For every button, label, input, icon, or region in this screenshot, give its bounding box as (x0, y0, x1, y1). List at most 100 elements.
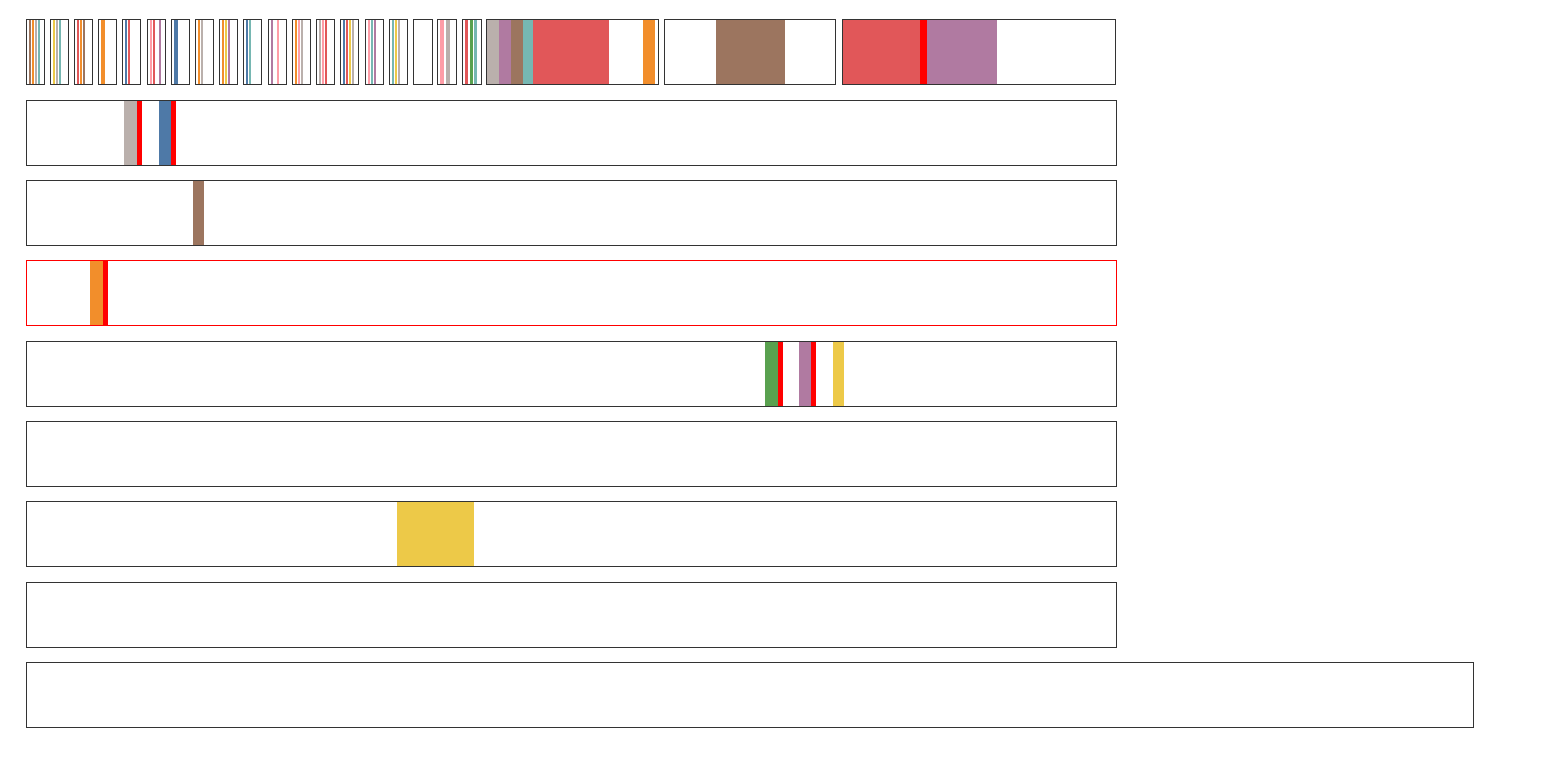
track-7[interactable] (26, 582, 1117, 648)
track-4-stripe-5 (833, 342, 844, 406)
strip-19-band-1 (465, 20, 468, 84)
track-3-stripe-1 (90, 261, 103, 325)
strip-16-band-1 (392, 20, 394, 84)
track-1[interactable] (26, 100, 1117, 166)
strip-14-band-1 (343, 20, 345, 84)
strip-11[interactable] (268, 19, 287, 85)
strip-9-band-1 (222, 20, 224, 84)
strip-1[interactable] (26, 19, 45, 85)
strip-2-band-3 (59, 20, 61, 84)
strip-3[interactable] (74, 19, 93, 85)
strip-16-band-2 (395, 20, 397, 84)
strip-15[interactable] (365, 19, 384, 85)
strip-3-band-2 (80, 20, 82, 84)
strip-6-band-3 (156, 20, 158, 84)
strip-19-band-2 (469, 20, 473, 84)
track-2[interactable] (26, 180, 1117, 246)
strip-8-band-1 (198, 20, 200, 84)
strip-10[interactable] (243, 19, 262, 85)
strip-22[interactable] (842, 19, 1116, 85)
strip-12-band-1 (295, 20, 297, 84)
strip-19-band-3 (474, 20, 477, 84)
strip-11-band-2 (274, 20, 276, 84)
strip-13-band-1 (319, 20, 321, 84)
strip-19[interactable] (462, 19, 482, 85)
strip-11-band-3 (277, 20, 279, 84)
strip-8[interactable] (195, 19, 214, 85)
strip-18[interactable] (437, 19, 457, 85)
strip-5[interactable] (122, 19, 141, 85)
strip-1-band-1 (29, 20, 31, 84)
strip-20-band-3 (511, 20, 523, 84)
strip-12-band-2 (298, 20, 300, 84)
strip-18-band-2 (446, 20, 450, 84)
strip-12[interactable] (292, 19, 311, 85)
track-1-stripe-3 (159, 101, 171, 165)
track-4-stripe-2 (778, 342, 783, 406)
strip-20-band-4 (523, 20, 533, 84)
strip-7-band-1 (174, 20, 178, 84)
strip-13-band-3 (325, 20, 327, 84)
strip-14[interactable] (340, 19, 359, 85)
track-4-stripe-1 (765, 342, 778, 406)
track-4-stripe-3 (799, 342, 811, 406)
strip-21[interactable] (664, 19, 836, 85)
track-4[interactable] (26, 341, 1117, 407)
track-1-stripe-1 (124, 101, 137, 165)
strip-6-band-4 (159, 20, 161, 84)
strip-21-band-1 (665, 20, 716, 84)
strip-1-band-2 (32, 20, 34, 84)
strip-2-band-1 (53, 20, 55, 84)
track-1-stripe-4 (171, 101, 176, 165)
strip-14-band-2 (346, 20, 348, 84)
strip-20-band-10 (643, 20, 655, 84)
strip-2-band-2 (56, 20, 58, 84)
strip-16-band-3 (398, 20, 400, 84)
strip-20-band-1 (487, 20, 499, 84)
strip-3-band-3 (83, 20, 85, 84)
strip-9-band-3 (228, 20, 230, 84)
track-1-stripe-2 (137, 101, 142, 165)
track-5[interactable] (26, 421, 1117, 487)
strip-9[interactable] (219, 19, 238, 85)
strip-4-band-1 (101, 20, 105, 84)
strip-6-band-2 (153, 20, 155, 84)
track-8[interactable] (26, 662, 1474, 728)
strip-14-band-4 (352, 20, 354, 84)
strip-10-band-1 (246, 20, 248, 84)
strip-10-band-2 (249, 20, 251, 84)
strip-17-band-1 (416, 20, 425, 84)
strip-4[interactable] (98, 19, 117, 85)
strip-22-band-3 (927, 20, 997, 84)
strip-9-band-2 (225, 20, 227, 84)
strip-22-band-1 (843, 20, 920, 84)
strip-18-band-1 (440, 20, 444, 84)
track-6[interactable] (26, 501, 1117, 567)
strip-4-band-2 (107, 20, 111, 84)
strip-13[interactable] (316, 19, 335, 85)
strip-6-band-1 (150, 20, 152, 84)
strip-1-band-3 (35, 20, 37, 84)
track-3[interactable] (26, 260, 1117, 326)
strip-3-band-1 (77, 20, 79, 84)
strip-21-band-2 (716, 20, 785, 84)
strip-22-band-2 (920, 20, 927, 84)
strip-20-band-5 (533, 20, 609, 84)
strip-5-band-1 (125, 20, 127, 84)
track-4-stripe-4 (811, 342, 816, 406)
strip-5-band-2 (128, 20, 130, 84)
strip-11-band-1 (271, 20, 273, 84)
strip-15-band-1 (368, 20, 370, 84)
strip-12-band-3 (301, 20, 303, 84)
strip-8-band-3 (204, 20, 206, 84)
strip-15-band-3 (374, 20, 376, 84)
strip-6[interactable] (147, 19, 166, 85)
track-2-stripe-1 (193, 181, 204, 245)
strip-16[interactable] (389, 19, 408, 85)
strip-14-band-3 (349, 20, 351, 84)
strip-2[interactable] (50, 19, 69, 85)
strip-20[interactable] (486, 19, 659, 85)
strip-7[interactable] (171, 19, 190, 85)
strip-10-band-3 (252, 20, 254, 84)
strip-17[interactable] (413, 19, 433, 85)
